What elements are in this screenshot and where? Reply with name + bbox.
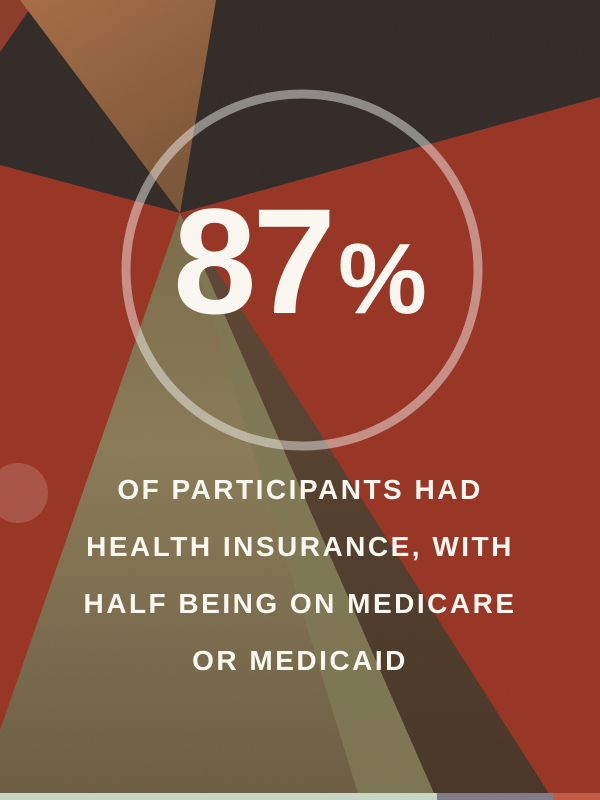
caption-line-3: HALF BEING ON MEDICARE <box>83 588 517 619</box>
stat-percent-sign: % <box>337 223 427 335</box>
stat-value-block: 87% <box>0 186 600 336</box>
caption-line-4: OR MEDICAID <box>192 645 408 676</box>
caption-line-2: HEALTH INSURANCE, WITH <box>86 531 514 562</box>
stat-caption: OF PARTICIPANTS HAD HEALTH INSURANCE, WI… <box>30 461 570 689</box>
stat-number: 87 <box>173 177 336 345</box>
caption-line-1: OF PARTICIPANTS HAD <box>117 474 483 505</box>
